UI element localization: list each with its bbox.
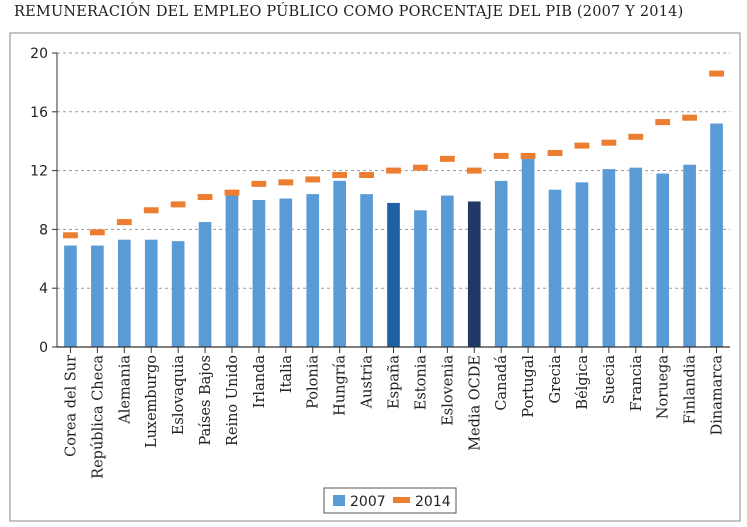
- bar-2007-luxemburgo: [144, 239, 158, 347]
- x-tick-label: España: [387, 355, 403, 409]
- bar-2007-hungría: [333, 180, 346, 347]
- y-tick-label: 16: [30, 105, 48, 121]
- bar-2007-españa: [387, 202, 400, 347]
- marker-2014-suecia: [601, 139, 617, 146]
- bar-2007-francia: [629, 167, 643, 347]
- marker-2014-países-bajos: [197, 194, 213, 201]
- legend-label-2007: 2007: [350, 494, 386, 510]
- x-tick-label: Irlanda: [252, 355, 268, 409]
- y-tick-label: 8: [39, 222, 48, 238]
- bar-2007-polonia: [306, 194, 320, 347]
- bar-2007-alemania: [117, 239, 131, 347]
- axes: 0 4 8 12 16 20 Corea del Sur República Checa Ale…: [30, 46, 730, 479]
- y-tick-label: 12: [30, 164, 48, 180]
- x-tick-label: Polonia: [306, 355, 322, 409]
- marker-2014-eslovaquia: [170, 201, 186, 208]
- marker-2014-media-ocde: [466, 167, 482, 174]
- x-tick-label: Alemania: [117, 355, 133, 425]
- legend-box: [323, 487, 457, 514]
- x-tick-label: Eslovenia: [440, 355, 456, 426]
- marker-2014-república-checa: [89, 229, 105, 236]
- x-tick-label: Eslovaquia: [171, 355, 187, 435]
- legend-swatch-2014: [393, 497, 410, 503]
- legend: 2007 2014: [323, 487, 457, 514]
- bar-2007-irlanda: [252, 200, 266, 347]
- x-tick-label: Dinamarca: [710, 355, 726, 436]
- marker-2014-hungría: [332, 172, 348, 179]
- bar-2007-finlandia: [683, 164, 696, 347]
- bar-2007-países-bajos: [198, 222, 212, 347]
- chart-frame: [9, 32, 741, 522]
- bar-2007-noruega: [656, 173, 670, 347]
- x-tick-label: Italia: [279, 355, 295, 393]
- x-tick-label: Canadá: [494, 355, 510, 411]
- marker-2014-españa: [386, 167, 401, 174]
- marker-2014-canadá: [493, 152, 509, 159]
- y-tick-label: 0: [39, 340, 48, 356]
- chart-title: REMUNERACIÓN DEL EMPLEO PÚBLICO COMO POR…: [14, 4, 684, 20]
- x-tick-label: Hungría: [333, 355, 349, 416]
- x-tick-label: Países Bajos: [198, 355, 214, 445]
- bar-2007-bélgica: [575, 182, 589, 347]
- bar-2007-república-checa: [91, 245, 104, 347]
- bar-2007-austria: [360, 194, 373, 347]
- bar-2007-canadá: [494, 180, 508, 347]
- y-tick-label: 20: [30, 46, 48, 62]
- marker-2014-dinamarca: [709, 70, 724, 77]
- bar-2007-portugal: [521, 158, 535, 347]
- bars-2007: [64, 123, 723, 347]
- x-tick-label: Francia: [629, 355, 645, 412]
- bar-2007-eslovenia: [441, 195, 454, 347]
- bar-2007-dinamarca: [710, 123, 723, 347]
- x-tick-label: Corea del Sur: [63, 355, 79, 457]
- x-tick-label: Estonia: [413, 355, 429, 411]
- marker-2014-polonia: [305, 176, 321, 183]
- x-tick-label: República Checa: [90, 355, 106, 479]
- x-tick-label: Reino Unido: [225, 355, 241, 446]
- marker-2014-italia: [278, 179, 294, 186]
- marker-2014-austria: [359, 172, 374, 179]
- bar-2007-media-ocde: [467, 201, 481, 347]
- x-tick-label: Media OCDE: [467, 355, 483, 451]
- legend-label-2014: 2014: [415, 494, 451, 510]
- bar-2007-italia: [279, 198, 293, 347]
- marker-2014-estonia: [413, 164, 428, 171]
- y-tick-label: 4: [39, 281, 48, 297]
- marker-2014-reino-unido: [224, 189, 240, 196]
- x-tick-label: Suecia: [602, 355, 618, 405]
- x-tick-label: Grecia: [548, 355, 564, 404]
- marker-2014-luxemburgo: [143, 207, 159, 214]
- x-tick-label: Bélgica: [575, 355, 591, 410]
- marker-2014-eslovenia: [439, 155, 455, 162]
- markers-2014: [63, 70, 724, 239]
- x-tick-label: Finlandia: [683, 355, 699, 425]
- marker-2014-francia: [628, 133, 644, 140]
- marker-2014-irlanda: [251, 180, 267, 187]
- legend-swatch-2007: [333, 495, 345, 506]
- marker-2014-bélgica: [574, 142, 590, 149]
- bar-2007-corea-del-sur: [64, 245, 77, 347]
- bar-2007-estonia: [414, 210, 427, 347]
- bar-2007-eslovaquia: [171, 241, 185, 347]
- bar-2007-grecia: [548, 189, 562, 347]
- bar-2007-suecia: [602, 169, 616, 347]
- marker-2014-noruega: [655, 119, 671, 126]
- x-tick-label: Portugal: [521, 355, 537, 418]
- x-tick-label: Luxemburgo: [144, 355, 160, 448]
- marker-2014-corea-del-sur: [63, 232, 78, 239]
- x-tick-label: Noruega: [656, 355, 672, 420]
- marker-2014-portugal: [520, 152, 536, 159]
- marker-2014-finlandia: [682, 114, 698, 121]
- marker-2014-alemania: [116, 219, 132, 226]
- marker-2014-grecia: [547, 149, 563, 156]
- x-tick-label: Austria: [360, 355, 376, 410]
- bar-2007-reino-unido: [225, 194, 239, 347]
